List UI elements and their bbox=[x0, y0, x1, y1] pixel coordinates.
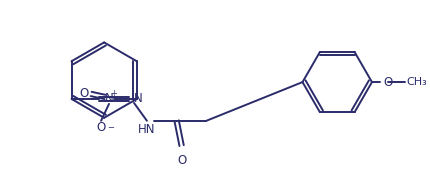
Text: HN: HN bbox=[138, 123, 155, 136]
Text: O: O bbox=[96, 121, 105, 134]
Text: O: O bbox=[383, 76, 392, 89]
Text: N: N bbox=[134, 92, 142, 105]
Text: N: N bbox=[104, 92, 113, 105]
Text: −: − bbox=[107, 123, 114, 132]
Text: CH₃: CH₃ bbox=[406, 77, 427, 87]
Text: O: O bbox=[80, 88, 89, 100]
Text: +: + bbox=[110, 90, 117, 98]
Text: O: O bbox=[177, 154, 186, 166]
